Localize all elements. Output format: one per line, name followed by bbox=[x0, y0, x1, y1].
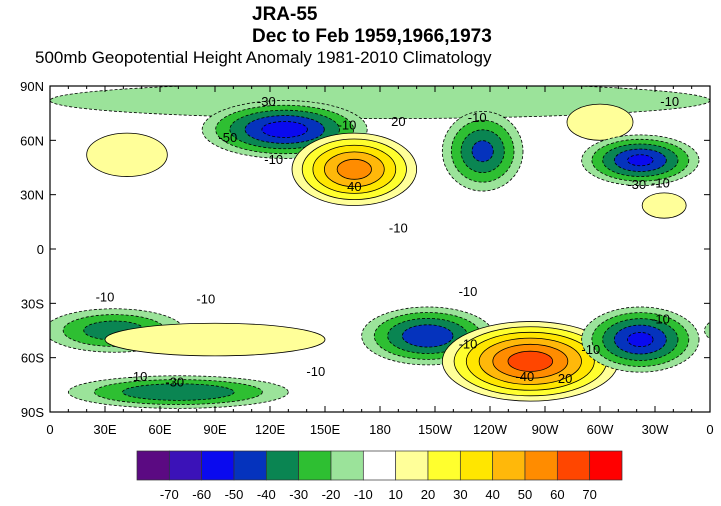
contour-label: -10 bbox=[459, 284, 478, 299]
colorbar-box bbox=[201, 450, 235, 481]
colorbar-box bbox=[362, 450, 397, 481]
contour-arctic bbox=[50, 86, 710, 119]
colorbar-box bbox=[459, 450, 494, 481]
contour-n-america-low bbox=[471, 140, 494, 163]
contour-label: -10 bbox=[389, 221, 408, 236]
contour-n-pacific-high bbox=[336, 158, 372, 180]
colorbar-label: 70 bbox=[582, 487, 596, 502]
contour-label: -10 bbox=[468, 110, 487, 125]
colorbar-box bbox=[233, 450, 267, 481]
contour-s-atlantic-low bbox=[0, 319, 18, 361]
contour-n-atlantic-low bbox=[0, 144, 18, 177]
colorbar-box bbox=[330, 450, 364, 481]
x-tick-label: 30E bbox=[93, 422, 116, 437]
colorbar-box bbox=[589, 450, 623, 481]
colorbar-label: -70 bbox=[160, 487, 179, 502]
contour-label: -50 bbox=[218, 130, 237, 145]
colorbar-box bbox=[265, 450, 300, 481]
y-tick-label: 30S bbox=[21, 296, 44, 311]
x-tick-label: 90E bbox=[203, 422, 226, 437]
contour-label: -30 bbox=[165, 375, 184, 390]
contour-label: -10 bbox=[338, 117, 357, 132]
colorbar-box bbox=[395, 450, 429, 481]
colorbar-label: -20 bbox=[322, 487, 341, 502]
contour-label: -40 bbox=[515, 369, 534, 384]
contour-label: -10 bbox=[459, 337, 478, 352]
x-tick-label: 120W bbox=[473, 422, 508, 437]
colorbar-label: -30 bbox=[289, 487, 308, 502]
contour-s-indian-high bbox=[104, 322, 326, 357]
colorbar-label: 50 bbox=[518, 487, 532, 502]
x-tick-label: 60E bbox=[148, 422, 171, 437]
x-tick-label: 90W bbox=[532, 422, 559, 437]
contour-subtropical-atlantic-high bbox=[641, 192, 687, 219]
x-tick-label: 30W bbox=[642, 422, 669, 437]
chart-subtitle: Dec to Feb 1959,1966,1973 bbox=[252, 26, 492, 47]
y-tick-label: 90N bbox=[20, 79, 44, 94]
x-tick-label: 60W bbox=[587, 422, 614, 437]
colorbar-label: -10 bbox=[354, 487, 373, 502]
contour-label: -10 bbox=[651, 311, 670, 326]
contour-siberia-low bbox=[261, 121, 308, 138]
contour-label: -10 bbox=[581, 342, 600, 357]
contour-arctic bbox=[709, 99, 710, 102]
colorbar-label: -50 bbox=[225, 487, 244, 502]
contour-label: -30 bbox=[627, 177, 646, 192]
y-tick-label: 30N bbox=[20, 188, 44, 203]
contour-label: 40 bbox=[347, 179, 361, 194]
x-tick-label: 150W bbox=[418, 422, 453, 437]
contour-s-indian-low bbox=[704, 321, 710, 340]
colorbar-box bbox=[136, 450, 170, 481]
contour-label: -10 bbox=[196, 291, 215, 306]
colorbar-box bbox=[168, 450, 203, 481]
y-tick-label: 90S bbox=[21, 405, 44, 420]
x-tick-label: 0 bbox=[706, 422, 713, 437]
colorbar-label: 40 bbox=[485, 487, 499, 502]
colorbar-box bbox=[556, 450, 591, 481]
contour-s-atlantic-low bbox=[0, 325, 6, 354]
chart-left-string: 500mb Geopotential Height Anomaly 1981-2… bbox=[35, 48, 492, 67]
contour-label: 20 bbox=[558, 371, 572, 386]
x-tick-label: 0 bbox=[46, 422, 53, 437]
x-tick-label: 180 bbox=[369, 422, 391, 437]
contour-antarctic-low bbox=[122, 383, 235, 401]
chart-title: JRA-55 bbox=[252, 4, 318, 25]
x-tick-label: 150E bbox=[310, 422, 341, 437]
contour-label: -10 bbox=[96, 290, 115, 305]
contour-label: -10 bbox=[264, 152, 283, 167]
contour-n-atlantic-low bbox=[627, 154, 654, 167]
colorbar-label: 30 bbox=[453, 487, 467, 502]
contour-label: -10 bbox=[129, 369, 148, 384]
contour-fills: -30 -50 -10 -10 20 40 -10 -10 -10 -30 -10 -10 -10 -10… bbox=[0, 86, 710, 409]
colorbar-label: -60 bbox=[192, 487, 211, 502]
contour-s-atlantic-low bbox=[627, 332, 654, 348]
colorbar-box bbox=[298, 450, 332, 481]
colorbar-label: -40 bbox=[257, 487, 276, 502]
colorbar-label: 60 bbox=[550, 487, 564, 502]
x-tick-label: 120E bbox=[255, 422, 286, 437]
contour-label: -10 bbox=[660, 94, 679, 109]
contour-greenland-high bbox=[566, 103, 634, 141]
contour-central-asia-high bbox=[86, 132, 168, 177]
y-tick-label: 60S bbox=[21, 351, 44, 366]
contour-s-pacific-high bbox=[507, 350, 554, 372]
contour-label: -10 bbox=[306, 364, 325, 379]
colorbar-box bbox=[524, 450, 558, 481]
contour-label: -30 bbox=[257, 94, 276, 109]
contour-label: 20 bbox=[391, 114, 405, 129]
colorbar-box bbox=[427, 450, 461, 481]
colorbar-box bbox=[492, 450, 526, 481]
y-tick-label: 60N bbox=[20, 133, 44, 148]
contour-n-atlantic-low bbox=[0, 149, 6, 171]
colorbar-label: 10 bbox=[388, 487, 402, 502]
contour-label: -10 bbox=[651, 175, 670, 190]
contour-s-pacific-low bbox=[401, 324, 454, 348]
y-tick-label: 0 bbox=[37, 242, 44, 257]
colorbar-label: 20 bbox=[421, 487, 435, 502]
